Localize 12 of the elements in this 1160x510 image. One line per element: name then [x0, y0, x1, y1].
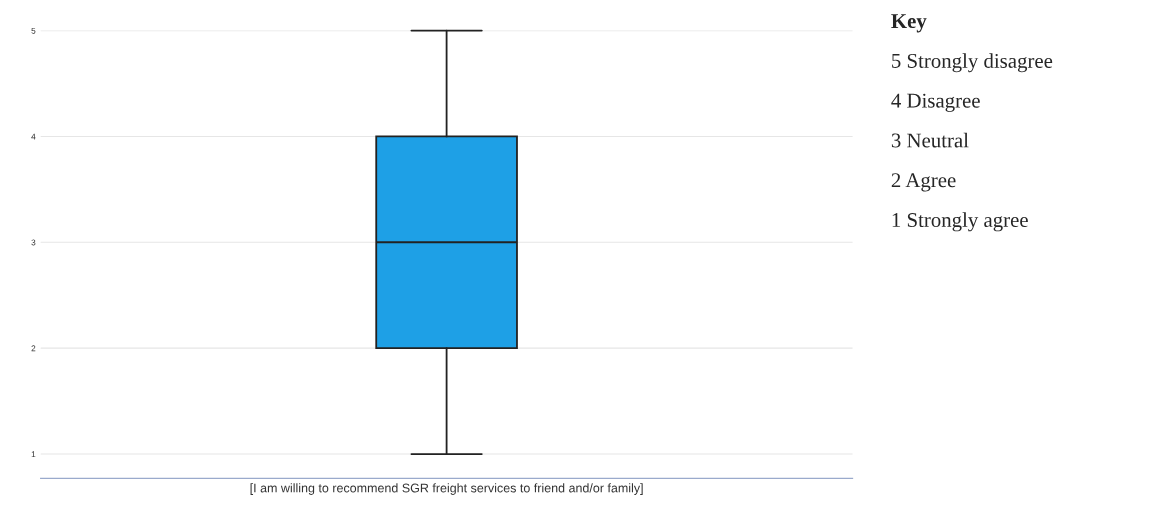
text: 2 Agree	[891, 173, 956, 192]
text: 5 Strongly disagree	[892, 53, 1053, 73]
text: 1 Strongly agree	[892, 212, 1028, 232]
y-tick-label: 2	[31, 345, 36, 352]
y-tick-label: 5	[31, 27, 36, 34]
y-tick-label: 4	[31, 133, 36, 140]
y-tick-label: 3	[31, 239, 36, 246]
y-tick-label: 1	[31, 451, 36, 458]
text: 3 Neutral	[891, 132, 969, 148]
text: 4 Disagree	[891, 93, 980, 112]
x-tick-label: [I am willing to recommend SGR freight services to friend and/or family]	[250, 483, 643, 495]
text: Key	[891, 14, 927, 33]
